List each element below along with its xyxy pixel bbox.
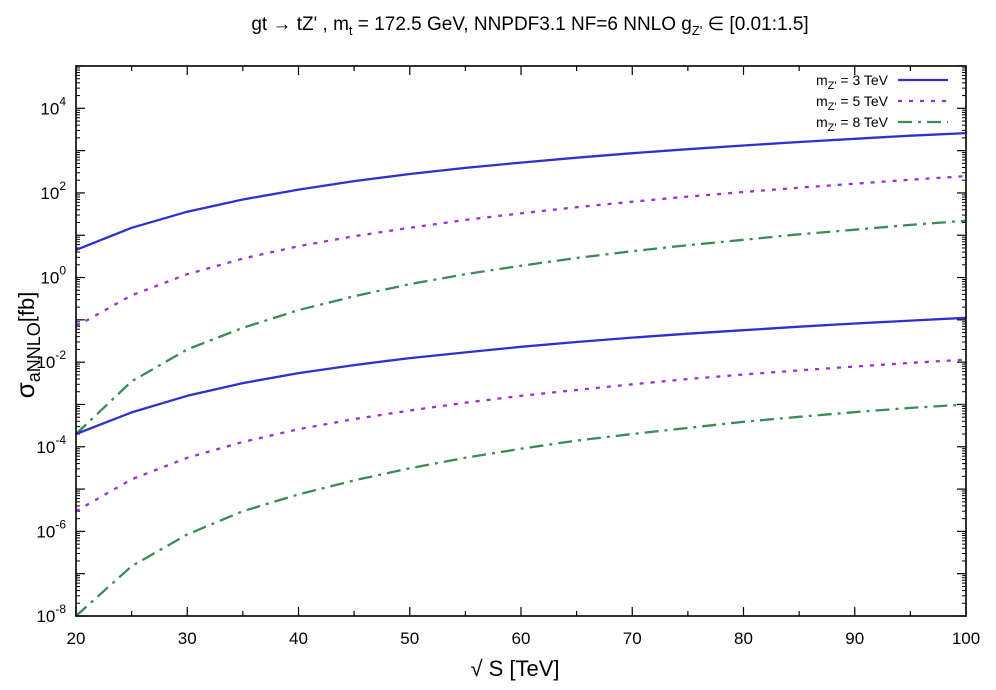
series-line-lower-8tev (75, 403, 967, 617)
y-tick-label: 100 (40, 264, 66, 288)
legend-label: mZ' = 5 TeV (816, 93, 889, 113)
x-tick-label: 60 (512, 629, 531, 648)
x-tick-label: 20 (67, 629, 86, 648)
x-tick-label: 80 (734, 629, 753, 648)
y-axis-label: σaNNLO[fb] (10, 292, 44, 399)
legend-label: mZ' = 8 TeV (816, 114, 889, 134)
series-line-upper-8tev (75, 219, 967, 435)
plot-frame (75, 65, 967, 617)
x-tick-label: 50 (400, 629, 419, 648)
series-line-lower-3tev (75, 316, 967, 436)
series-line-lower-5tev (75, 358, 967, 513)
x-tick-label: 40 (289, 629, 308, 648)
y-tick-label: 10-6 (36, 517, 66, 541)
y-tick-label: 102 (40, 179, 66, 203)
y-tick-label: 10-4 (36, 433, 66, 457)
legend-label: mZ' = 3 TeV (816, 72, 889, 92)
x-tick-label: 70 (623, 629, 642, 648)
series-line-upper-3tev (75, 131, 967, 251)
x-tick-label: 30 (178, 629, 197, 648)
x-tick-label: 100 (952, 629, 980, 648)
axis-ticks: 20 30 40 50 60 70 80 90 100 10-8 10-6 10-4 10-2 100 10… (36, 65, 980, 648)
series-layer (75, 131, 967, 617)
y-tick-label: 10-8 (36, 602, 66, 626)
chart-title: gt → tZ' , mt = 172.5 GeV, NNPDF3.1 NF=6… (251, 14, 808, 38)
y-tick-label: 104 (40, 94, 66, 118)
y-tick-label: 10-2 (36, 348, 66, 372)
x-tick-label: 90 (845, 629, 864, 648)
x-axis-label: √ S [TeV] (470, 656, 559, 681)
series-line-upper-5tev (75, 174, 967, 328)
